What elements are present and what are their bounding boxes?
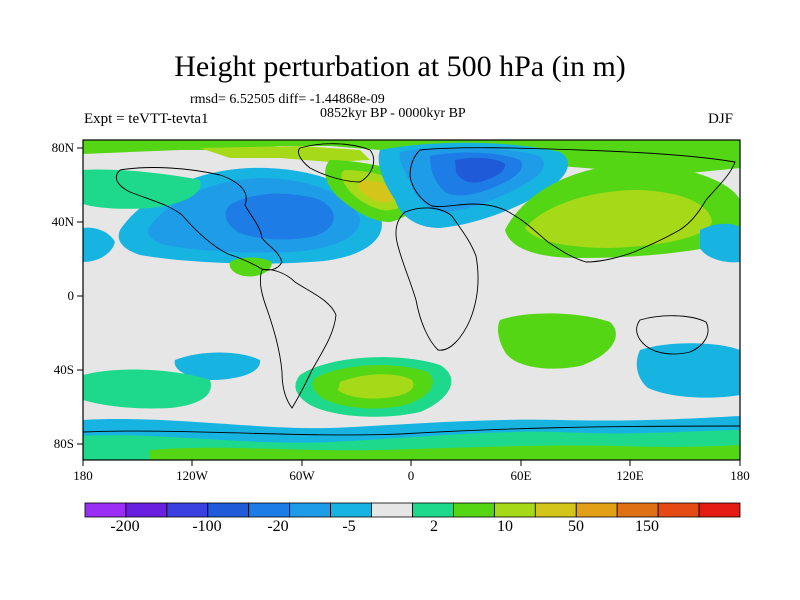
colorbar	[84, 502, 741, 518]
colorbar-swatch	[84, 502, 127, 518]
colorbar-label: -5	[342, 518, 356, 535]
lon-label-0: 0	[407, 468, 415, 483]
colorbar-swatch	[616, 502, 659, 518]
lon-label-60e: 60E	[510, 468, 532, 483]
colorbar-label: 50	[568, 518, 584, 535]
colorbar-swatch	[575, 502, 618, 518]
antarctic-center	[150, 445, 740, 460]
season-label: DJF	[708, 111, 734, 127]
colorbar-swatch	[166, 502, 209, 518]
asia-ridge-core	[525, 190, 712, 248]
lon-label-120w: 120W	[176, 468, 208, 483]
colorbar-label: 2	[430, 518, 438, 535]
colorbar-swatch	[207, 502, 250, 518]
eurasia-trough-center	[455, 157, 506, 183]
lon-label-60w: 60W	[289, 468, 315, 483]
north-pacific-positive	[83, 169, 201, 209]
axis-ticks	[77, 147, 741, 466]
colorbar-label: 10	[497, 518, 513, 535]
lon-label-180e: 180	[730, 468, 750, 483]
pacific-trough	[700, 223, 740, 263]
lon-label-180w: 180	[73, 468, 93, 483]
lat-label-40s: 40S	[53, 362, 74, 377]
colorbar-label: -200	[110, 518, 140, 535]
colorbar-swatch	[493, 502, 536, 518]
south-pacific-trough	[174, 352, 261, 380]
colorbar-swatch	[371, 502, 413, 518]
map-field	[83, 140, 740, 460]
experiment-label: Expt = teVTT-tevta1	[84, 111, 209, 127]
colorbar-swatch	[657, 502, 700, 518]
colorbar-label: -20	[267, 518, 289, 535]
lat-label-80n: 80N	[51, 140, 74, 155]
west-pacific-trough	[83, 227, 115, 262]
period-text: 0852kyr BP - 0000kyr BP	[320, 106, 466, 121]
colorbar-swatch	[125, 502, 168, 518]
arctic-positive-band	[83, 140, 740, 176]
colorbar-swatch	[698, 502, 741, 518]
colorbar-swatch	[534, 502, 577, 518]
colorbar-swatch	[412, 502, 454, 518]
south-indian-positive	[497, 313, 616, 369]
lat-label-0: 0	[67, 288, 75, 303]
figure-title: Height perturbation at 500 hPa (in m)	[174, 50, 626, 83]
south-pacific-positive	[83, 369, 211, 409]
south-atlantic-ridge-core	[338, 374, 414, 399]
lat-label-80s: 80S	[53, 436, 74, 451]
colorbar-label: -100	[192, 518, 222, 535]
lon-label-120e: 120E	[616, 468, 644, 483]
colorbar-swatch	[453, 502, 495, 518]
southwest-pacific-trough	[636, 343, 740, 398]
arctic-yellow-patch	[200, 146, 370, 162]
lat-label-40n: 40N	[51, 214, 74, 229]
coastlines	[83, 143, 740, 436]
north-america-trough-core	[225, 193, 334, 240]
stats-text: rmsd= 6.52505 diff= -1.44868e-09	[190, 92, 385, 107]
colorbar-swatch	[289, 502, 332, 518]
colorbar-swatch	[248, 502, 291, 518]
colorbar-label: 150	[635, 518, 659, 535]
colorbar-swatch	[330, 502, 372, 518]
